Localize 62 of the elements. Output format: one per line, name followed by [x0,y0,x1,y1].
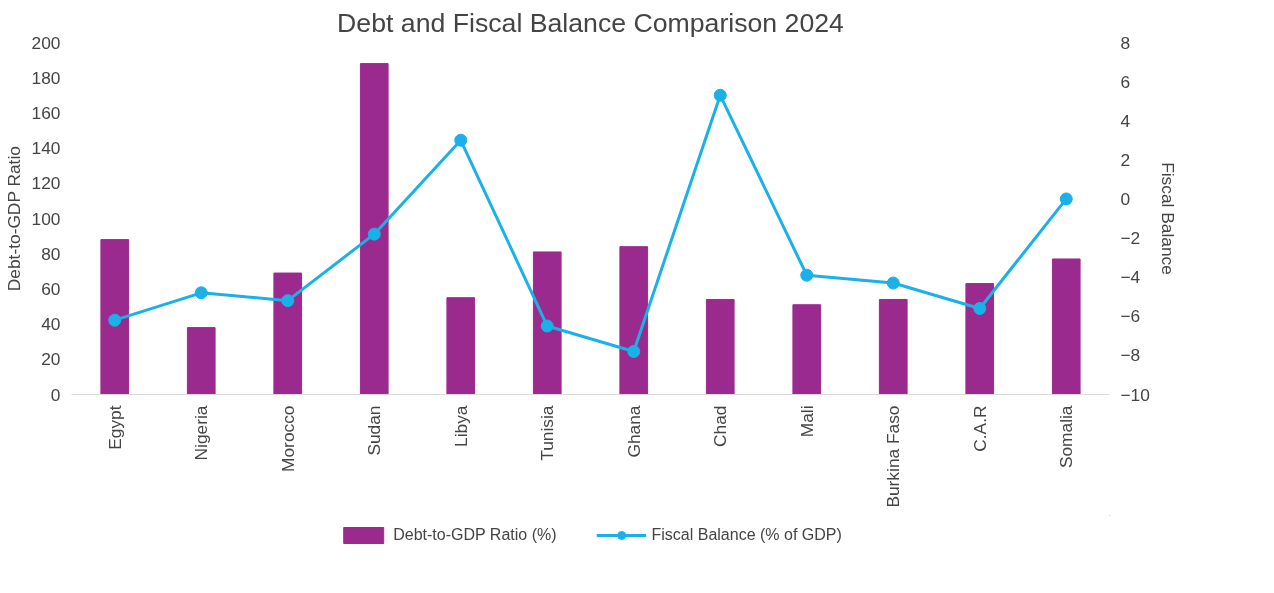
bar [705,298,735,395]
y-tick-label: 100 [31,208,61,229]
y-tick-label: 60 [41,278,61,299]
x-tick-label: C.A.R [969,405,990,452]
y2-tick-label: 6 [1120,71,1131,92]
y2-tick-label: −6 [1120,306,1141,327]
y-tick-label: 80 [41,243,61,264]
y2-tick-label: −2 [1120,228,1141,249]
y2-tick-label: −4 [1120,267,1141,288]
y-tick-label: 180 [31,67,61,88]
y2-tick-label: 4 [1120,110,1131,131]
y2-tick-label: −10 [1120,384,1150,405]
point [454,133,468,147]
y-tick-label: 120 [31,173,61,194]
y-axis-title: Debt-to-GDP Ratio [3,146,24,292]
chart-title: Debt and Fiscal Balance Comparison 2024 [337,7,845,38]
x-tick-label: Morocco [277,405,298,472]
x-tick-label: Egypt [104,405,125,450]
point [108,313,122,327]
bar [878,298,908,395]
x-tick-label: Somalia [1056,405,1077,469]
legend-label: Fiscal Balance (% of GDP) [651,526,842,544]
x-tick-label: Nigeria [191,405,212,461]
bar [100,239,130,395]
x-tick-label: Libya [450,405,471,447]
y-tick-label: 20 [41,349,61,370]
y-tick-label: 140 [31,138,61,159]
y2-tick-label: 8 [1120,32,1131,53]
point [627,344,641,358]
x-tick-label: Chad [710,405,731,447]
y-tick-label: 200 [31,32,61,53]
x-tick-label: Ghana [623,405,644,458]
bar [619,246,649,395]
y2-tick-label: 0 [1120,188,1131,209]
y2-tick-label: 2 [1120,149,1131,170]
y-tick-label: 0 [50,384,61,405]
x-tick-label: Mali [796,405,817,438]
point [367,227,381,241]
bar [792,304,822,395]
point [800,268,814,282]
point [886,276,900,290]
bar [359,63,389,395]
y2-tick-label: −8 [1120,345,1141,366]
point [713,88,727,102]
bar [186,327,216,395]
point [194,286,208,300]
legend-label: Debt-to-GDP Ratio (%) [393,526,557,544]
bar [273,272,303,395]
y-tick-label: 160 [31,102,61,123]
x-tick-label: Sudan [364,405,385,456]
bar [1051,258,1081,395]
x-tick-label: Tunisia [537,405,558,461]
point [973,301,987,315]
point [1059,192,1073,206]
bar [965,283,995,395]
bar [446,297,476,395]
x-tick-label: Burkina Faso [883,405,904,508]
point [281,294,295,308]
bar [532,251,562,395]
y2-axis-title: Fiscal Balance [1157,162,1178,275]
y-tick-label: 40 [41,314,61,335]
point [540,319,554,333]
